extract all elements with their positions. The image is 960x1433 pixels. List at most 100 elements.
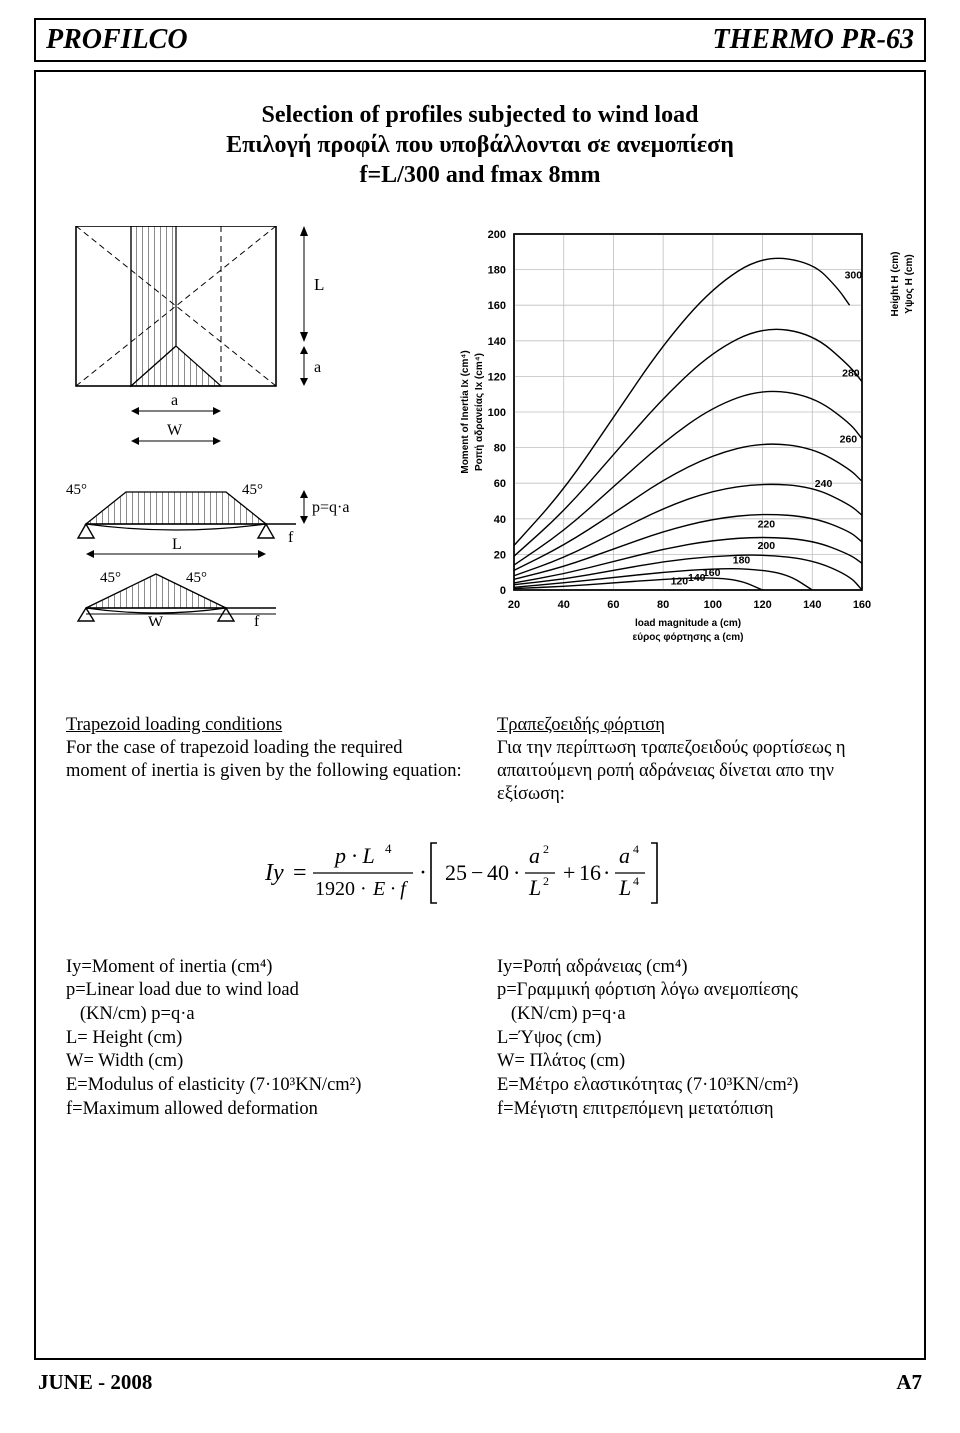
svg-text:100: 100 [704, 599, 722, 611]
svg-text:100: 100 [488, 407, 506, 419]
defs-gr-2: (KN/cm) p=q·a [497, 1003, 894, 1027]
svg-text:2: 2 [543, 874, 549, 888]
defs-en-3: L= Height (cm) [66, 1027, 463, 1051]
svg-text:300: 300 [845, 270, 863, 282]
svg-text:40: 40 [558, 599, 570, 611]
dim-L2: L [172, 536, 182, 553]
svg-text:4: 4 [633, 874, 639, 888]
main-content: Selection of profiles subjected to wind … [34, 70, 926, 1360]
svg-text:−: − [471, 860, 483, 885]
defs-en-1: p=Linear load due to wind load [66, 979, 463, 1003]
svg-text:2: 2 [543, 842, 549, 856]
desc-gr: Τραπεζοειδής φόρτιση Για την περίπτωση τ… [497, 714, 894, 807]
svg-text:L: L [618, 875, 631, 900]
svg-text:0: 0 [500, 585, 506, 597]
dim-a1: a [314, 359, 321, 376]
svg-text:4: 4 [633, 842, 639, 856]
svg-text:16: 16 [579, 860, 601, 885]
svg-text:+: + [563, 860, 575, 885]
defs-en-2: (KN/cm) p=q·a [66, 1003, 463, 1027]
svg-text:·: · [513, 860, 520, 885]
angle45c: 45° [100, 570, 121, 586]
svg-text:Iy: Iy [265, 860, 284, 886]
desc-en-text: For the case of trapezoid loading the re… [66, 738, 462, 781]
dim-f1: f [288, 529, 294, 546]
dim-a2: a [171, 392, 178, 409]
svg-text:25: 25 [445, 860, 467, 885]
angle45a: 45° [66, 482, 87, 498]
desc-en: Trapezoid loading conditions For the cas… [66, 714, 463, 807]
header-right: THERMO PR-63 [713, 24, 914, 56]
desc-en-head: Trapezoid loading conditions [66, 715, 282, 735]
description-row: Trapezoid loading conditions For the cas… [66, 714, 894, 807]
title-line1: Selection of profiles subjected to wind … [66, 100, 894, 130]
title-line2: Επιλογή προφίλ που υποβάλλονται σε ανεμο… [66, 130, 894, 160]
svg-text:40: 40 [487, 860, 509, 885]
defs-en-4: W= Width (cm) [66, 1050, 463, 1074]
dim-L: L [314, 275, 324, 294]
svg-text:Υψος H (cm): Υψος H (cm) [904, 254, 915, 313]
defs-gr-4: W= Πλάτος (cm) [497, 1050, 894, 1074]
svg-text:160: 160 [853, 599, 871, 611]
svg-text:E · f: E · f [372, 878, 408, 900]
svg-text:20: 20 [508, 599, 520, 611]
defs-gr-3: L=Ύψος (cm) [497, 1027, 894, 1051]
svg-text:120: 120 [753, 599, 771, 611]
chart-svg: 2040608010012014016002040608010012014016… [444, 226, 926, 656]
svg-text:60: 60 [607, 599, 619, 611]
svg-text:4: 4 [385, 841, 392, 856]
svg-text:Height H (cm): Height H (cm) [890, 252, 901, 317]
formula: Iy = p · L 4 1920 · E · f · 25 − 40 · [66, 835, 894, 918]
defs-gr-1: p=Γραμμική φόρτιση λόγω ανεμοπίεσης [497, 979, 894, 1003]
svg-text:180: 180 [733, 554, 751, 566]
defs-gr-6: f=Μέγιστη επιτρεπόμενη μετατόπιση [497, 1098, 894, 1122]
figures-row: L a [66, 226, 894, 656]
svg-text:280: 280 [842, 367, 860, 379]
svg-text:160: 160 [488, 300, 506, 312]
footer: JUNE - 2008 A7 [34, 1370, 926, 1395]
svg-text:260: 260 [840, 433, 858, 445]
svg-text:240: 240 [815, 478, 833, 490]
formula-svg: Iy = p · L 4 1920 · E · f · 25 − 40 · [265, 835, 695, 913]
svg-text:120: 120 [671, 576, 689, 588]
svg-text:a: a [619, 843, 630, 868]
diagrams-svg: L a [66, 226, 396, 626]
chart-container: 2040608010012014016002040608010012014016… [444, 226, 894, 656]
header: PROFILCO THERMO PR-63 [34, 18, 926, 62]
dim-W: W [167, 422, 183, 439]
svg-text:60: 60 [494, 478, 506, 490]
desc-gr-head: Τραπεζοειδής φόρτιση [497, 715, 665, 735]
definitions-row: Iy=Moment of inertia (cm⁴) p=Linear load… [66, 956, 894, 1122]
svg-text:140: 140 [488, 336, 506, 348]
loading-diagrams: L a [66, 226, 396, 631]
svg-text:Moment of Inertia Ix (cm⁴): Moment of Inertia Ix (cm⁴) [460, 350, 471, 473]
svg-text:a: a [529, 843, 540, 868]
defs-en-0: Iy=Moment of inertia (cm⁴) [66, 956, 463, 980]
desc-gr-text: Για την περίπτωση τραπεζοειδούς φορτίσεω… [497, 738, 846, 804]
angle45b: 45° [242, 482, 263, 498]
svg-text:140: 140 [803, 599, 821, 611]
title-line3: f=L/300 and fmax 8mm [66, 160, 894, 190]
defs-gr-0: Iy=Ροπή αδράνειας (cm⁴) [497, 956, 894, 980]
svg-text:160: 160 [703, 567, 721, 579]
defs-en-5: E=Modulus of elasticity (7·10³KN/cm²) [66, 1074, 463, 1098]
svg-text:L: L [528, 875, 541, 900]
defs-en: Iy=Moment of inertia (cm⁴) p=Linear load… [66, 956, 463, 1122]
svg-text:Ροπή αδρανείας Ix (cm⁴): Ροπή αδρανείας Ix (cm⁴) [474, 353, 485, 471]
svg-text:·: · [419, 860, 427, 886]
header-left: PROFILCO [46, 24, 188, 56]
svg-text:p · L: p · L [333, 843, 375, 868]
dim-f2: f [254, 613, 260, 626]
page-title: Selection of profiles subjected to wind … [66, 100, 894, 190]
svg-text:220: 220 [758, 519, 776, 531]
svg-text:40: 40 [494, 514, 506, 526]
footer-left: JUNE - 2008 [38, 1370, 152, 1395]
svg-text:120: 120 [488, 371, 506, 383]
svg-text:load magnitude a (cm): load magnitude a (cm) [635, 618, 741, 629]
footer-right: A7 [896, 1370, 922, 1395]
svg-text:1920 ·: 1920 · [315, 878, 367, 900]
svg-text:200: 200 [758, 540, 776, 552]
pqa-label: p=q·a [312, 499, 349, 516]
svg-text:=: = [293, 860, 307, 886]
defs-gr: Iy=Ροπή αδράνειας (cm⁴) p=Γραμμική φόρτι… [497, 956, 894, 1122]
